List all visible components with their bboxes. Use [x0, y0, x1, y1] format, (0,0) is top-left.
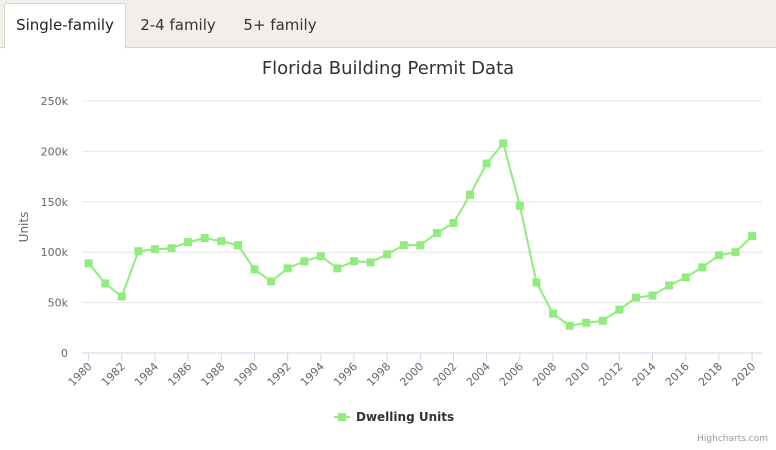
data-point [682, 273, 690, 281]
data-point [499, 139, 507, 147]
credit-link[interactable]: Highcharts.com [697, 434, 768, 444]
data-point [134, 247, 142, 255]
x-tick-label: 2014 [630, 360, 659, 389]
y-tick-label: 0 [61, 347, 68, 360]
chart-container: Florida Building Permit Data 0 50k 100k 150… [0, 48, 776, 446]
grid-lines [82, 101, 762, 353]
tab-5-plus-family[interactable]: 5+ family [232, 4, 328, 47]
data-point [599, 317, 607, 325]
data-point [367, 258, 375, 266]
data-point [300, 257, 308, 265]
data-point [350, 257, 358, 265]
x-tick-label: 1984 [132, 360, 161, 389]
x-tick-label: 2002 [431, 360, 460, 389]
x-tick-label: 1986 [165, 360, 194, 389]
data-point [400, 241, 408, 249]
y-tick-label: 50k [48, 297, 69, 310]
y-tick-label: 100k [41, 246, 69, 259]
legend-label[interactable]: Dwelling Units [356, 410, 454, 424]
x-tick-label: 1990 [232, 360, 261, 389]
y-tick-label: 150k [41, 196, 69, 209]
data-point [615, 306, 623, 314]
x-tick-label: 2006 [497, 360, 526, 389]
data-point [101, 279, 109, 287]
tab-2-4-family[interactable]: 2-4 family [130, 4, 226, 47]
x-tick-label: 1998 [364, 360, 393, 389]
x-tick-label: 1980 [66, 360, 95, 389]
x-tick-label: 1996 [331, 360, 360, 389]
tab-bar: Single-family 2-4 family 5+ family [0, 0, 776, 48]
data-point [466, 191, 474, 199]
data-point [748, 232, 756, 240]
data-point [317, 252, 325, 260]
x-tick-label: 1994 [298, 360, 327, 389]
data-point [532, 278, 540, 286]
y-axis-title: Units [17, 212, 31, 243]
data-point [665, 281, 673, 289]
chart-title: Florida Building Permit Data [262, 58, 514, 79]
data-point [250, 265, 258, 273]
data-point [416, 241, 424, 249]
y-tick-label: 250k [41, 95, 69, 108]
data-point [698, 263, 706, 271]
data-point [201, 234, 209, 242]
x-tick-label: 2020 [729, 360, 758, 389]
data-point [649, 292, 657, 300]
data-point [731, 248, 739, 256]
data-point [433, 229, 441, 237]
x-tick-label: 1992 [265, 360, 294, 389]
data-point [168, 244, 176, 252]
tab-single-family[interactable]: Single-family [4, 3, 126, 49]
data-point [234, 241, 242, 249]
line-chart: Florida Building Permit Data 0 50k 100k 150… [0, 48, 776, 446]
x-tick-label: 2018 [696, 360, 725, 389]
data-point [383, 250, 391, 258]
data-point [715, 251, 723, 259]
x-tick-label: 2004 [464, 360, 493, 389]
data-point [450, 219, 458, 227]
data-point [632, 294, 640, 302]
x-tick-label: 2012 [596, 360, 625, 389]
legend[interactable]: Dwelling Units [334, 410, 454, 424]
x-tick-label: 1988 [198, 360, 227, 389]
data-point [85, 259, 93, 267]
data-point [267, 277, 275, 285]
series-dwelling-units [85, 139, 756, 329]
data-point [184, 238, 192, 246]
x-tick-label: 2008 [530, 360, 559, 389]
x-tick-label: 2010 [563, 360, 592, 389]
x-tick-label: 2000 [397, 360, 426, 389]
y-axis: 0 50k 100k 150k 200k 250k [41, 95, 69, 360]
x-tick-label: 2016 [663, 360, 692, 389]
data-point [549, 310, 557, 318]
data-point [151, 245, 159, 253]
data-point [566, 322, 574, 330]
y-tick-label: 200k [41, 145, 69, 158]
x-tick-label: 1982 [99, 360, 128, 389]
data-point [516, 202, 524, 210]
data-point [217, 237, 225, 245]
data-point [483, 159, 491, 167]
legend-marker [338, 413, 346, 421]
data-point [333, 264, 341, 272]
data-point [284, 264, 292, 272]
data-point [582, 319, 590, 327]
data-point [118, 293, 126, 301]
